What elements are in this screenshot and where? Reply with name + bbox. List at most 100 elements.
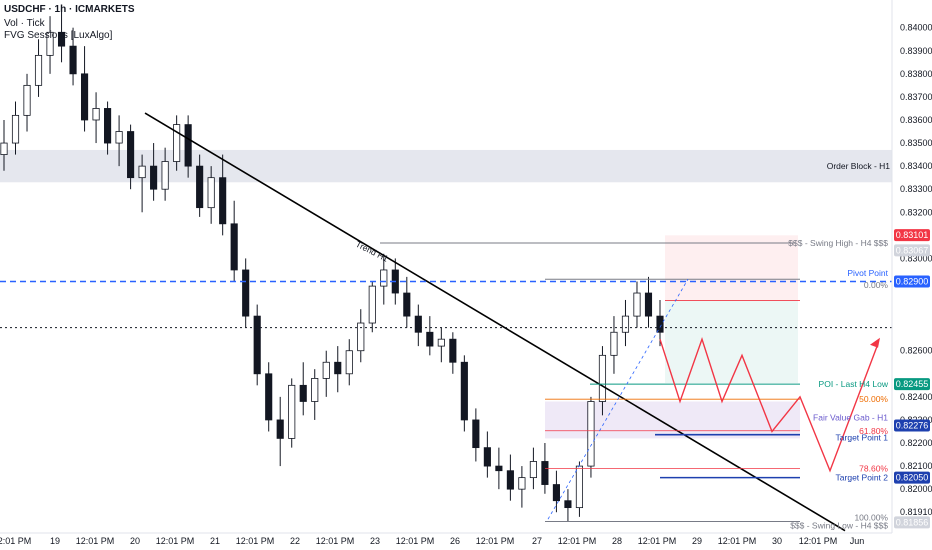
time-tick-label: 21 (210, 536, 220, 546)
swing-high-grey-tag: 0.83067 (896, 245, 929, 255)
candle (552, 484, 560, 502)
candle (127, 131, 135, 179)
chart-title: USDCHF · 1h · ICMARKETS (4, 4, 135, 15)
price-tick-label: 0.83600 (900, 115, 932, 125)
candle (345, 350, 353, 375)
fib-618-label: 61.80% (859, 426, 888, 436)
candle (184, 124, 192, 167)
volume-indicator-label[interactable]: Vol · Tick (4, 18, 45, 29)
candle (115, 131, 123, 144)
candle (92, 108, 100, 121)
order-block-zone (0, 149, 892, 183)
candle (426, 331, 434, 347)
price-tick-label: 0.81910 (900, 507, 932, 517)
candle (276, 419, 284, 439)
pivot-point-label: Pivot Point (847, 268, 888, 278)
price-tick-label: 0.82400 (900, 392, 932, 402)
fair-value-gap-label: Fair Value Gab - H1 (813, 413, 888, 423)
target-point-2-price-tag: 0.82050 (896, 473, 929, 483)
target-point-1-label: Target Point 1 (836, 433, 889, 443)
poi-price-tag: 0.82455 (896, 379, 929, 389)
candle (610, 331, 618, 356)
candle (621, 315, 630, 333)
candle (207, 177, 215, 209)
candle (253, 315, 261, 375)
time-tick-label: Jun (850, 536, 865, 546)
candle (242, 269, 250, 317)
order-block-label: Order Block - H1 (827, 161, 891, 171)
candle (57, 31, 66, 47)
price-tick-label: 0.83000 (900, 253, 932, 263)
candle (644, 292, 653, 317)
price-tick-label: 0.82100 (900, 461, 932, 471)
target-point-1-price-tag: 0.82276 (896, 420, 929, 430)
time-tick-label: 12:01 PM (396, 536, 435, 546)
candle (288, 384, 296, 439)
swing-low-label: $$$ - Swing Low - H4 $$$ (790, 520, 888, 530)
candle (334, 361, 342, 375)
candle (0, 142, 8, 155)
swing-high-grey-tag-bg (894, 244, 930, 257)
candle (230, 223, 238, 271)
candle (403, 292, 411, 317)
candle (161, 161, 169, 190)
fib-50-label: 50.00% (859, 394, 888, 404)
candle (196, 165, 204, 209)
price-tick-label: 0.82600 (900, 346, 932, 356)
candle (414, 315, 422, 333)
time-tick-label: 12:01 PM (638, 536, 677, 546)
candle (265, 373, 273, 421)
candle (633, 292, 641, 317)
time-tick-label: 12:01 PM (236, 536, 275, 546)
candle (483, 447, 491, 467)
candle (219, 177, 227, 225)
swing-high-red-tag-bg (894, 229, 930, 242)
poi-price-tag-bg (894, 378, 930, 391)
time-tick-label: 12:01 PM (76, 536, 115, 546)
candle (69, 45, 77, 75)
time-tick-label: 12:01 PM (718, 536, 757, 546)
candle (80, 73, 89, 121)
time-tick-label: 29 (692, 536, 702, 546)
candle (437, 338, 445, 347)
time-tick-label: 12:01 PM (476, 536, 515, 546)
candle (518, 477, 526, 490)
candle (495, 465, 503, 472)
candle (449, 338, 457, 363)
candle (23, 84, 31, 116)
candle (587, 401, 595, 467)
time-tick-label: 19 (50, 536, 60, 546)
swing-high-red-tag: 0.83101 (896, 230, 929, 240)
trend-line (144, 112, 846, 532)
candle (173, 124, 181, 162)
price-tick-label: 0.82200 (900, 438, 932, 448)
projected-path-arrowhead (870, 337, 880, 348)
time-tick-label: 12:01 PM (156, 536, 195, 546)
candle (656, 315, 664, 333)
fvg-indicator-label[interactable]: FVG Sessions [LuxAlgo] (4, 30, 113, 41)
candle (380, 269, 388, 287)
candle (311, 378, 319, 402)
time-tick-label: 12:01 PM (799, 536, 838, 546)
time-tick-label: 12:01 PM (558, 536, 597, 546)
candle (460, 361, 468, 421)
time-tick-label: 20 (130, 536, 140, 546)
time-tick-label: 12:01 PM (0, 536, 31, 546)
time-tick-label: 22 (290, 536, 300, 546)
candle (34, 54, 43, 86)
candle (11, 114, 20, 144)
price-tick-label: 0.83800 (900, 69, 932, 79)
time-tick-label: 30 (772, 536, 782, 546)
candle (150, 165, 158, 190)
bar-countdown-tag: 29:04 (901, 323, 924, 333)
candle (506, 470, 514, 490)
risk-reward-zone (665, 299, 798, 384)
candle (541, 461, 549, 485)
stop-loss-price-tag: 0.82818 (896, 295, 929, 305)
swing-low-price-tag-bg (894, 516, 930, 529)
time-tick-label: 27 (532, 536, 542, 546)
fib-0-label: 0.00% (864, 280, 889, 290)
target-point-1-price-tag-bg (894, 419, 930, 432)
